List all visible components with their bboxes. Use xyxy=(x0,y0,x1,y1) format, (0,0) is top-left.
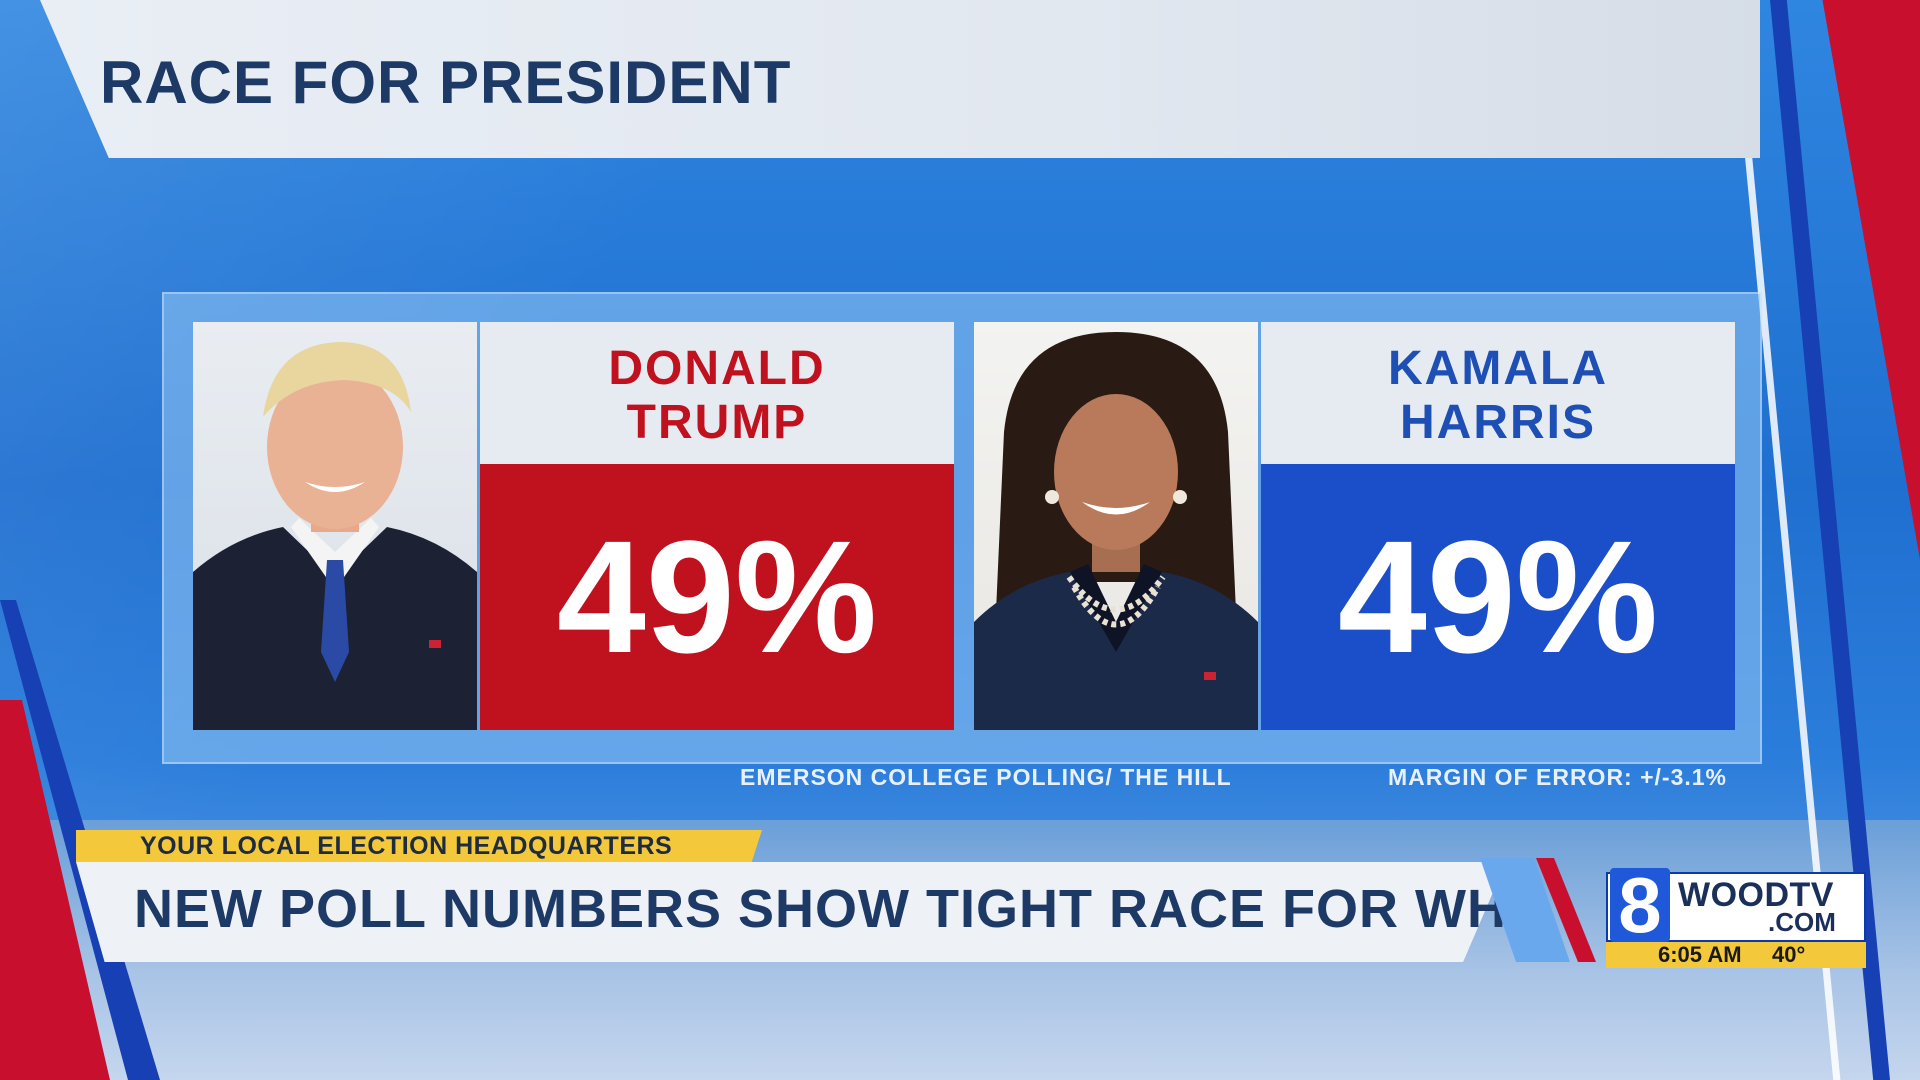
trump-first-name: DONALD xyxy=(608,342,826,395)
graphic-title: RACE FOR PRESIDENT xyxy=(100,49,792,116)
trump-portrait xyxy=(193,322,477,730)
trump-name-box: DONALD TRUMP xyxy=(480,322,954,464)
logo-domain: .COM xyxy=(1768,907,1836,937)
harris-portrait xyxy=(974,322,1258,730)
clock-time: 6:05 AM xyxy=(1658,942,1742,967)
trump-last-name: TRUMP xyxy=(626,396,808,449)
headline: NEW POLL NUMBERS SHOW TIGHT RACE FOR WH xyxy=(134,879,1507,939)
poll-source: EMERSON COLLEGE POLLING/ THE HILL xyxy=(740,764,1232,790)
harris-percent: 49% xyxy=(1261,464,1735,730)
time-temp-bar xyxy=(1606,942,1866,968)
harris-name-box: KAMALA HARRIS xyxy=(1261,322,1735,464)
trump-percent: 49% xyxy=(480,464,954,730)
lower-third-tag: YOUR LOCAL ELECTION HEADQUARTERS xyxy=(76,830,762,862)
station-logo: 8 WOODTV .COM 6:05 AM 40° xyxy=(1606,866,1866,968)
margin-of-error: MARGIN OF ERROR: +/-3.1% xyxy=(1388,764,1728,790)
lower-third-tag-text: YOUR LOCAL ELECTION HEADQUARTERS xyxy=(140,832,673,860)
temperature: 40° xyxy=(1772,942,1806,967)
channel-number: 8 xyxy=(1610,866,1670,944)
headline-band xyxy=(76,862,1506,962)
logo-wordmark: WOODTV xyxy=(1678,876,1834,914)
harris-first-name: KAMALA xyxy=(1388,342,1608,395)
title-band xyxy=(40,0,1760,158)
harris-last-name: HARRIS xyxy=(1399,396,1596,449)
